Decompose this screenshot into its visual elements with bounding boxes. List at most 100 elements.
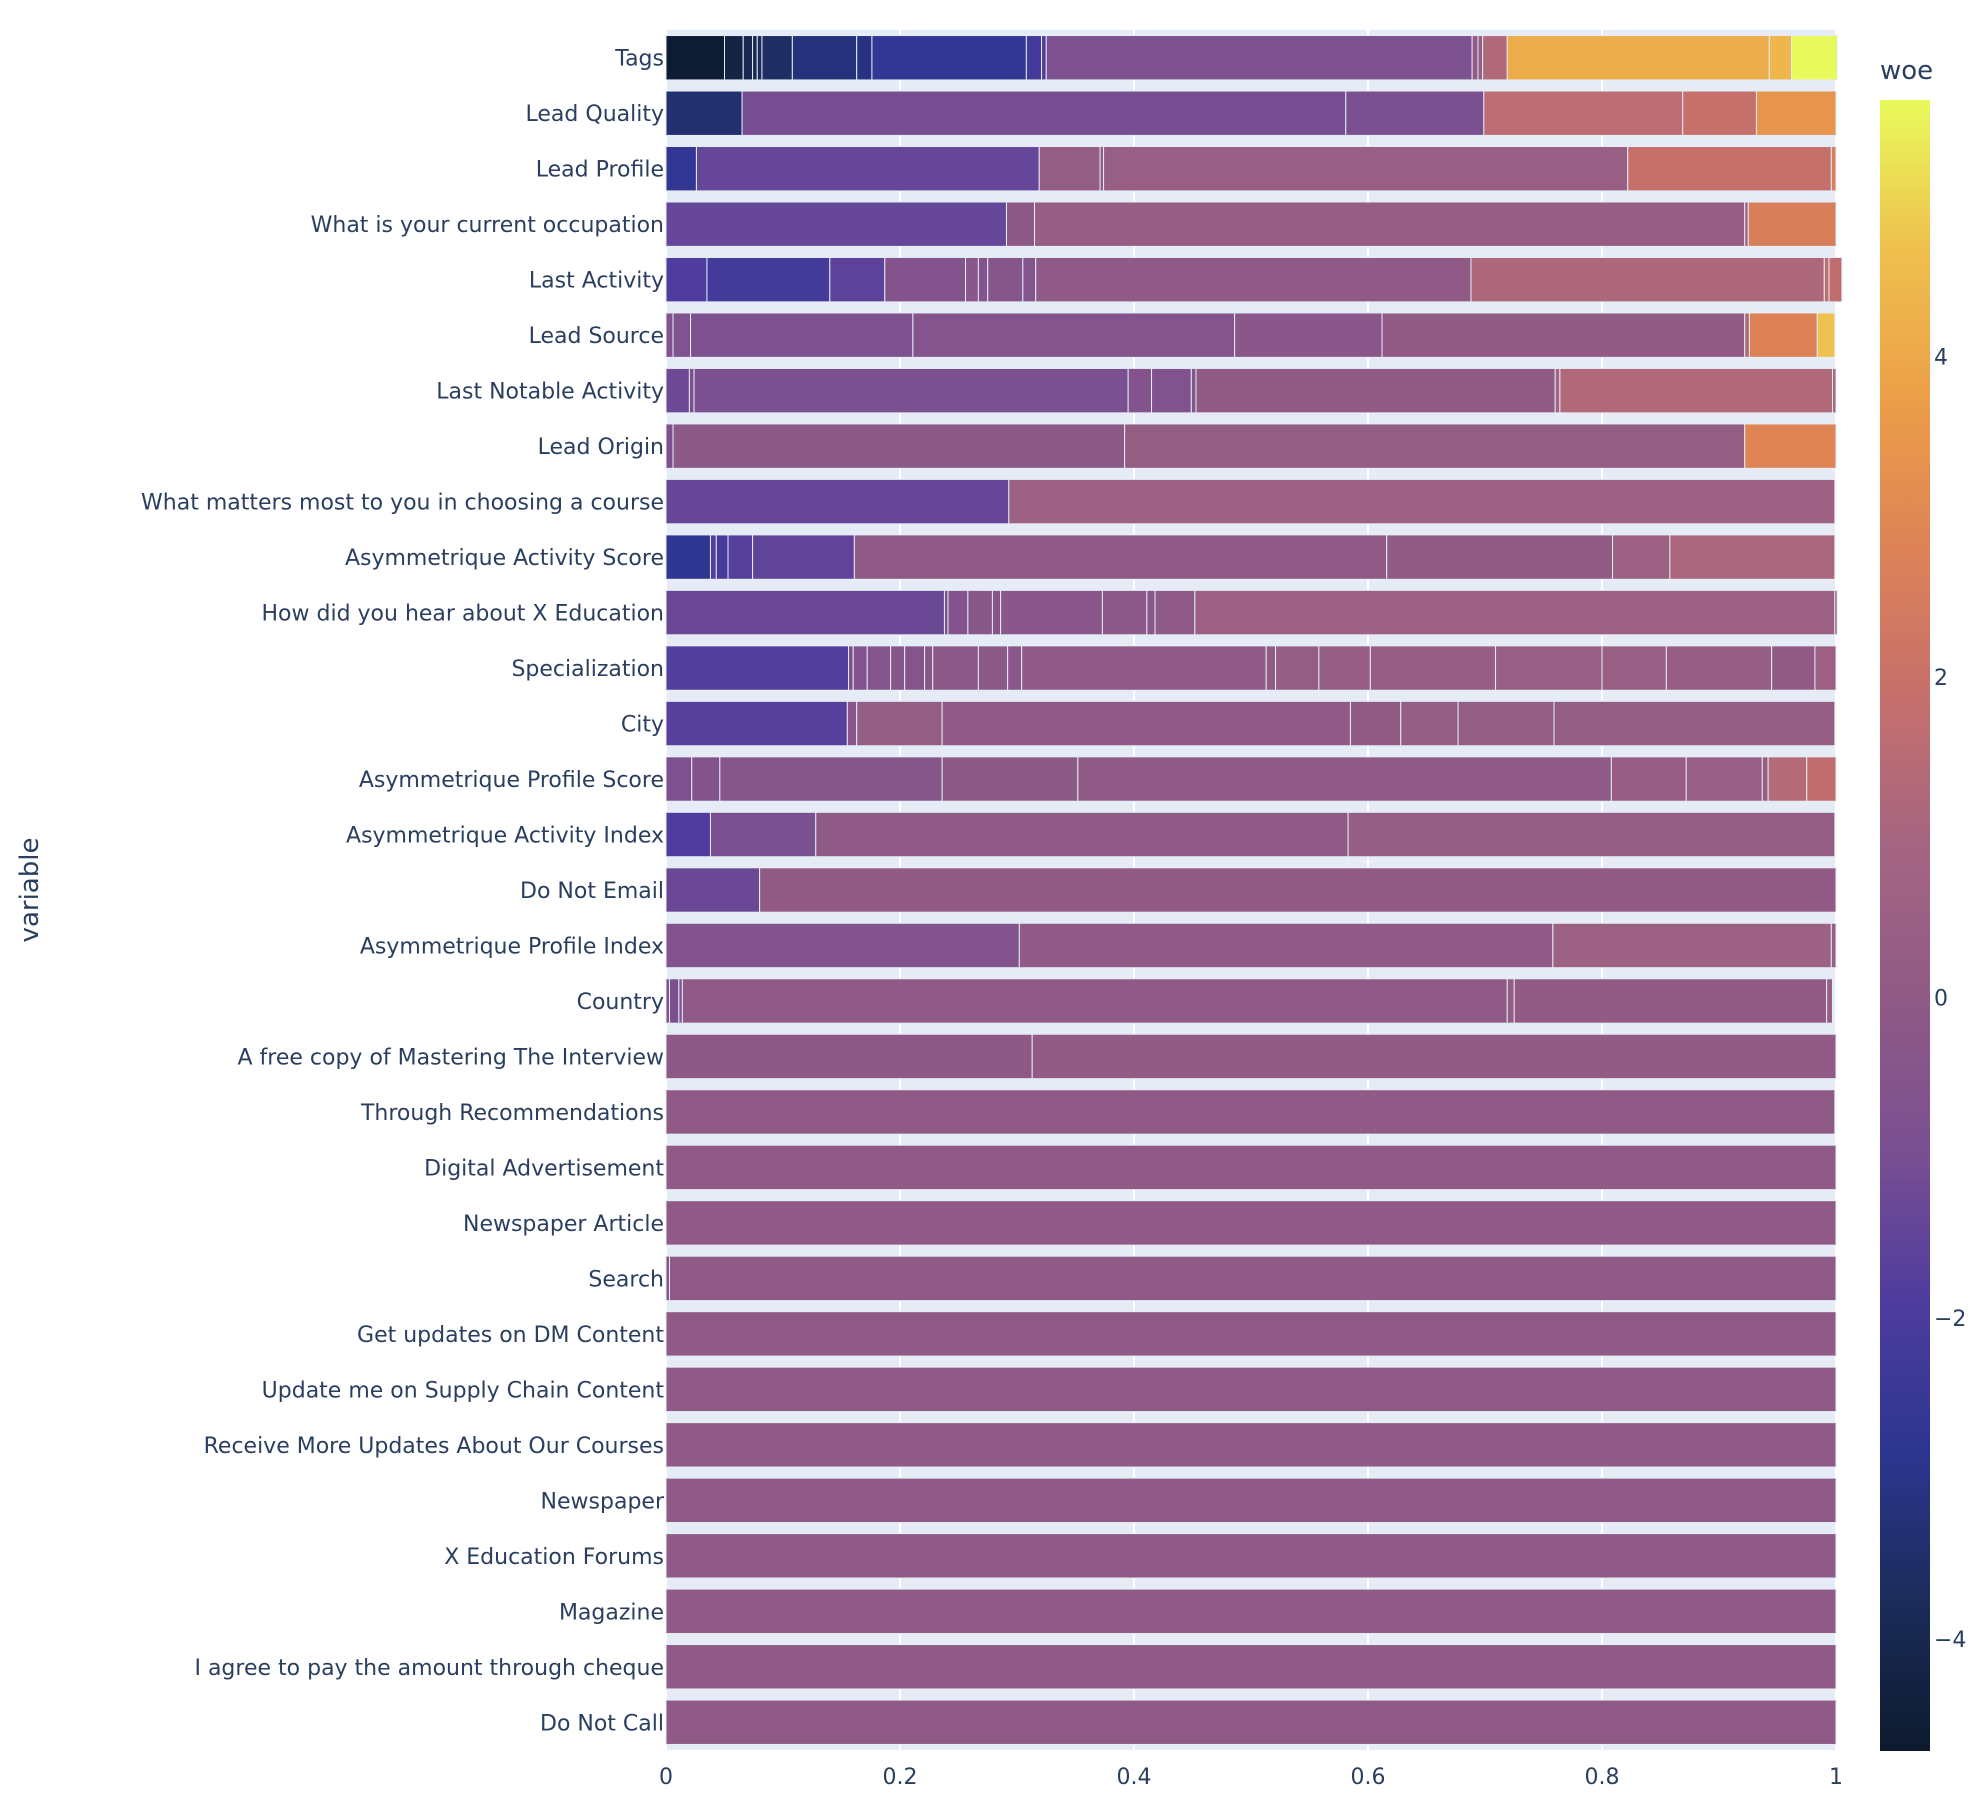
bar-segment [1744,423,1837,469]
bar-segment [856,35,873,81]
y-tick-label: Lead Origin [538,435,664,460]
bar-row [665,1699,1837,1745]
bar-segment [1124,423,1746,469]
bar-row [665,312,1836,358]
bar-segment [965,256,979,303]
bar-segment [759,867,1837,913]
y-tick-label: Asymmetrique Activity Score [345,546,664,571]
bar-segment [1127,367,1153,414]
bar-segment [1685,756,1763,802]
bar-row [665,811,1836,858]
bar-segment [665,1644,1837,1690]
bar-segment [665,1144,1837,1191]
bar-segment [924,645,934,691]
bar-segment [1265,645,1277,691]
bar-segment [665,367,690,414]
x-tick-label: 0.8 [1585,1765,1620,1790]
bar-segment [1559,367,1833,414]
bar-segment [1755,90,1837,136]
bar-row [665,35,1838,81]
bar-segment [1008,478,1836,525]
bar-row [665,1089,1836,1135]
bar-segment [1345,90,1485,136]
bar-segment [756,35,763,81]
bar-row [665,256,1843,303]
y-tick-label: Receive More Updates About Our Courses [204,1434,664,1459]
bar-segment [1669,534,1836,580]
y-tick-label: Through Recommendations [360,1101,664,1126]
bar-segment [1828,256,1843,303]
bar-segment [724,35,744,81]
bar-segment [1146,589,1156,636]
bar-segment [688,367,695,414]
bar-segment [690,312,914,358]
bar-segment [1806,756,1837,802]
bar-segment [665,312,674,358]
colorbar-tick-label: 4 [1934,345,1948,370]
y-tick-label: I agree to pay the amount through cheque [194,1656,664,1681]
bar-segment [852,645,868,691]
bar-segment [1831,367,1837,414]
bar-segment [741,90,1347,136]
y-tick-label: Tags [614,47,664,72]
bar-row [665,1477,1837,1524]
bar-segment [987,256,1024,303]
y-tick-label: Lead Quality [526,102,664,127]
bar-segment [1767,756,1808,802]
bar-segment [1834,589,1838,636]
bar-segment [1513,978,1828,1024]
y-tick-label: Search [588,1267,664,1292]
bar-segment [1830,922,1837,969]
bar-segment [1275,645,1320,691]
bar-segment [665,756,693,802]
colorbar-tick-label: −2 [1934,1307,1966,1332]
bar-segment [706,256,831,303]
bar-segment [1744,312,1750,358]
bar-segment [1077,756,1612,802]
bar-segment [1101,589,1148,636]
bar-segment [853,534,1388,580]
bar-segment [1007,645,1023,691]
y-tick-label: Do Not Email [520,879,664,904]
bar-segment [665,90,743,136]
x-tick-label: 1 [1829,1765,1843,1790]
bar-segment [1021,645,1267,691]
bar-segment [848,645,854,691]
x-tick-labels: 0 0.2 0.4 0.6 0.8 1 [659,1765,1843,1790]
bar-segment [665,1477,1837,1524]
y-tick-label: Do Not Call [540,1711,664,1736]
bar-segment [665,1699,1837,1745]
bar-row [665,1144,1837,1191]
bar-row [665,589,1838,636]
bar-segment [1018,922,1554,969]
bar-row [665,756,1837,802]
bar-segment [991,589,1002,636]
bar-segment [1195,367,1556,414]
bar-segment [1045,35,1473,81]
bar-segment [1038,146,1101,192]
y-tick-label: Lead Source [529,324,664,349]
colorbar-gradient [1880,100,1930,1751]
bar-segment [1610,756,1687,802]
bar-segment [665,146,697,192]
bar-row [665,367,1837,414]
y-tick-label: Specialization [511,657,664,682]
bar-row [665,700,1836,747]
bar-segment [1826,978,1833,1024]
bar-segment [1400,700,1459,747]
bar-segment [1601,645,1667,691]
bar-row [665,1366,1837,1413]
bar-segment [665,534,711,580]
bar-segment [1151,367,1192,414]
y-tick-label: City [621,713,664,738]
bar-segment [695,146,1040,192]
bar-segment [665,1366,1837,1413]
bar-segment [1483,90,1684,136]
bar-segment [727,534,754,580]
bar-segment [1814,645,1837,691]
bar-segment [691,756,721,802]
colorbar: woe −4 −2 0 2 4 [1880,56,1966,1751]
bar-segment [1477,35,1484,81]
bar-segment [693,367,1129,414]
